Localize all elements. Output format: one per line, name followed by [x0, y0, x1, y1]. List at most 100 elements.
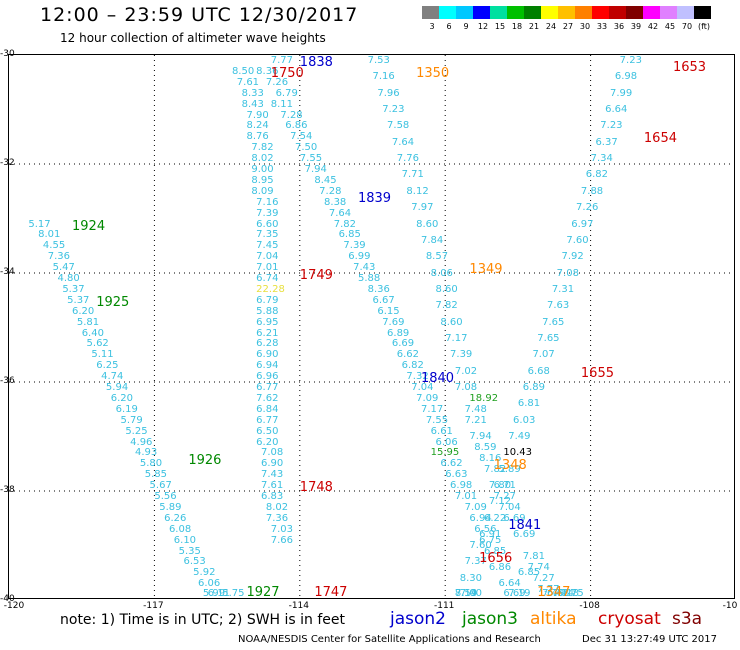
wave-height-value: 8.02	[265, 501, 289, 513]
wave-height-value: 6.15	[377, 305, 400, 317]
wave-height-value: 7.43	[353, 262, 376, 274]
wave-height-value: 7.04	[256, 251, 279, 263]
wave-height-value: 5.56	[154, 491, 177, 502]
wave-height-value: 6.11	[207, 588, 230, 599]
wave-height-value: 7.08	[556, 267, 579, 279]
wave-height-value: 6.71	[493, 480, 516, 492]
wave-height-value: 7.01	[454, 491, 478, 502]
legend-label: 39	[630, 22, 642, 31]
y-axis-label: -36	[0, 376, 15, 386]
wave-height-value: 4.93	[135, 447, 158, 459]
wave-height-value: 6.79	[275, 87, 298, 99]
y-axis-label: -32	[0, 158, 15, 168]
legend-label: 21	[528, 22, 540, 31]
wave-height-value: 6.81	[517, 398, 541, 410]
wave-height-value: 8.01	[38, 229, 61, 241]
legend-label: 33	[596, 22, 608, 31]
wave-height-value: 8.57	[425, 251, 449, 263]
wave-height-value: 6.67	[372, 294, 395, 306]
wave-height-value: 8.60	[435, 283, 458, 295]
wave-height-value: 6.69	[503, 512, 526, 524]
legend-label: 24	[545, 22, 557, 31]
wave-height-value: 7.23	[382, 104, 405, 116]
color-legend-labels: 3 6 9 12 15 18 21 24 27 30 33 36 39 42 45 70 (ft)	[422, 22, 740, 34]
wave-height-value: 7.53	[367, 55, 390, 66]
wave-height-value: 7.55	[425, 414, 449, 426]
wave-height-value: 5.17	[28, 218, 51, 230]
wave-height-value: 6.37	[595, 136, 618, 148]
wave-height-value: 15.95	[430, 447, 460, 459]
legend-label: 9	[463, 22, 469, 31]
legend-label: 36	[613, 22, 625, 31]
wave-height-value: 8.16	[479, 452, 502, 464]
wave-height-value: 7.74	[527, 561, 550, 573]
wave-height-value: 6.20	[256, 436, 279, 448]
wave-height-value: 7.09	[464, 501, 487, 513]
wave-height-value: 6.22	[483, 512, 507, 524]
wave-height-value: 6.91	[479, 529, 502, 541]
wave-height-value: 8.12	[406, 185, 429, 197]
wave-height-value: 6.50	[256, 425, 279, 437]
wave-height-value: 6.21	[256, 327, 279, 339]
wave-height-value: 6.69	[503, 588, 526, 599]
legend-swatch	[473, 6, 490, 19]
pass-time-label: 1348	[493, 458, 527, 474]
legend-label: 18	[511, 22, 523, 31]
wave-height-value: 7.26	[576, 202, 599, 214]
y-axis-label: -30	[0, 49, 15, 59]
wave-height-value: 7.36	[47, 251, 71, 263]
wave-height-value: 7.23	[600, 120, 623, 132]
wave-height-value: 8.60	[440, 316, 463, 328]
legend-label: 15	[494, 22, 506, 31]
wave-height-value: 7.76	[396, 153, 419, 165]
legend-swatch	[660, 6, 677, 19]
wave-height-value: 5.92	[193, 567, 216, 579]
wave-height-map: 7.77 8.50 8.36 7.61 7.26 8.33 6.79 8.43 8.11 7.90…	[8, 54, 735, 599]
wave-height-value: 6.26	[164, 512, 187, 524]
wave-height-value: 7.64	[328, 207, 352, 219]
legend-swatch	[609, 6, 626, 19]
wave-height-value: 7.49	[508, 431, 531, 443]
pass-time-label: 1927	[246, 585, 280, 599]
wave-height-value: 7.02	[454, 365, 478, 377]
pass-time-label: 1350	[416, 65, 450, 81]
wave-height-value: 7.39	[343, 240, 366, 252]
wave-height-value: 7.07	[532, 349, 555, 361]
satellite-label-jason3: jason3	[462, 609, 518, 629]
wave-height-value: 6.40	[81, 327, 104, 339]
wave-height-value: 6.96	[256, 371, 279, 383]
wave-height-value: 6.20	[110, 392, 134, 404]
wave-height-value: 7.77	[537, 583, 560, 595]
legend-swatch	[507, 6, 524, 19]
wave-height-value: 4.96	[130, 436, 153, 448]
wave-height-value: 7.82	[333, 218, 356, 230]
wave-height-value: 5.89	[159, 501, 182, 513]
legend-label: 30	[579, 22, 591, 31]
pass-time-label: 1839	[357, 191, 392, 207]
wave-height-value: 7.17	[420, 403, 444, 415]
footer-credit: NOAA/NESDIS Center for Satellite Applica…	[238, 634, 541, 645]
wave-height-value: 6.69	[513, 529, 536, 541]
wave-height-value: 7.55	[299, 153, 323, 165]
satellite-label-altika: altika	[530, 609, 577, 629]
wave-height-value: 7.31	[551, 283, 575, 295]
wave-height-value: 6.20	[72, 305, 95, 317]
wave-height-value: 7.48	[464, 403, 487, 415]
wave-height-value: 8.50	[231, 65, 255, 77]
wave-height-value: 5.99	[202, 588, 226, 599]
wave-height-value: 7.92	[561, 251, 584, 263]
wave-height-value: 6.75	[479, 534, 502, 546]
wave-height-value: 8.60	[416, 218, 439, 230]
pass-time-label: 1924	[72, 218, 106, 234]
wave-height-value: 6.98	[614, 71, 638, 83]
pass-time-label: 1347	[537, 585, 571, 599]
x-axis-label: -114	[288, 601, 310, 611]
wave-height-value: 7.49	[542, 588, 565, 599]
x-axis-label: -111	[433, 601, 455, 611]
wave-height-value: 7.17	[445, 332, 468, 344]
wave-height-value: 18.92	[469, 392, 499, 404]
wave-height-value: 6.74	[256, 273, 279, 284]
wave-height-value: 7.08	[261, 447, 284, 459]
wave-height-value: 5.35	[178, 545, 201, 557]
legend-label: 12	[477, 22, 489, 31]
